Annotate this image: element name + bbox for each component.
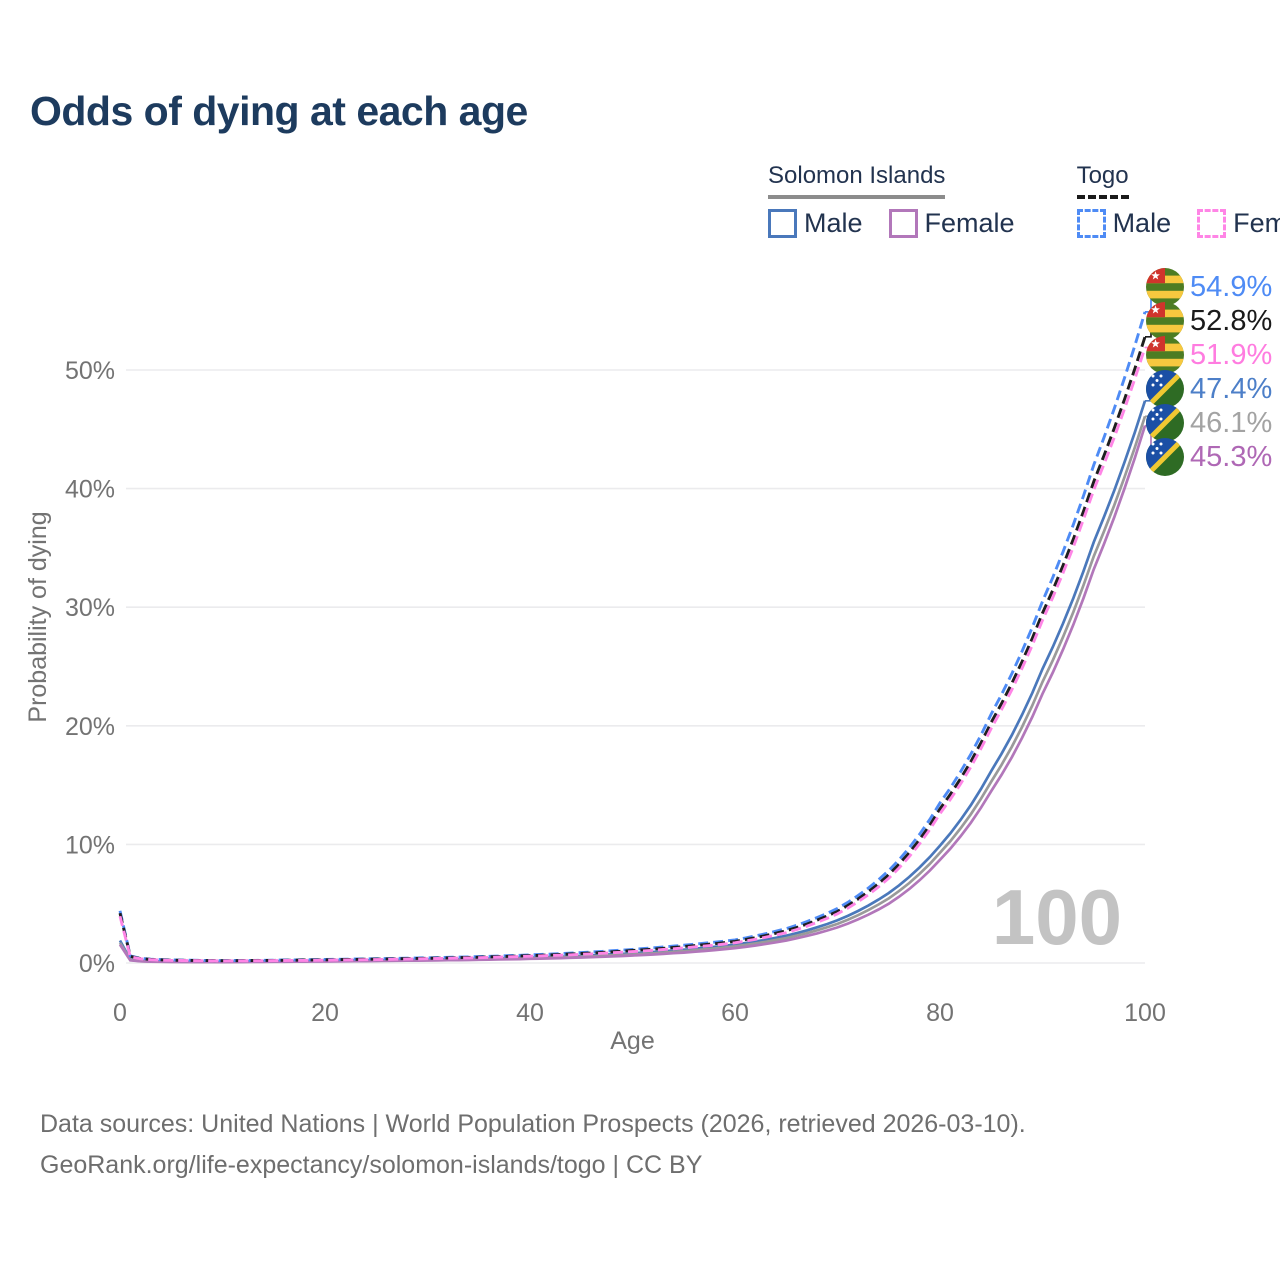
- y-tick-label: 30%: [65, 594, 115, 622]
- legend-item-togo-female[interactable]: Female: [1197, 208, 1280, 239]
- y-tick-label: 20%: [65, 713, 115, 741]
- end-label-si_male: 47.4%: [1146, 370, 1272, 408]
- y-tick-label: 0%: [79, 950, 115, 978]
- x-tick-label: 20: [311, 999, 339, 1027]
- legend-item-togo-male[interactable]: Male: [1076, 208, 1172, 239]
- data-source-footer: Data sources: United Nations | World Pop…: [40, 1104, 1026, 1186]
- page-title: Odds of dying at each age: [30, 88, 528, 134]
- legend-group-togo: Togo Male Female: [1076, 162, 1280, 239]
- legend-item-label: Male: [1112, 208, 1172, 238]
- solomon-islands-flag-icon: [1146, 404, 1184, 442]
- series-line-togo_male: [118, 311, 1147, 963]
- age-watermark: 100: [992, 873, 1122, 961]
- footer-attribution-line: GeoRank.org/life-expectancy/solomon-isla…: [40, 1151, 703, 1179]
- legend-group-title-togo: Togo: [1076, 162, 1129, 199]
- dashed-line-swatch-icon: [1076, 209, 1106, 238]
- legend-item-label: Female: [924, 208, 1015, 238]
- x-tick-label: 80: [926, 999, 954, 1027]
- series-line-togo_female: [118, 347, 1147, 963]
- x-tick-label: 40: [516, 999, 544, 1027]
- y-tick-label: 10%: [65, 831, 115, 859]
- end-label-value: 54.9%: [1190, 270, 1273, 303]
- end-label-value: 47.4%: [1190, 372, 1273, 405]
- togo-flag-icon: [1146, 336, 1184, 374]
- y-tick-label: 50%: [65, 357, 115, 385]
- solomon-islands-flag-icon: [1146, 370, 1184, 408]
- x-axis-title: Age: [610, 1027, 654, 1055]
- dashed-line-swatch-icon: [1197, 209, 1227, 238]
- legend-group-solomon-islands: Solomon Islands Male Female: [768, 162, 1015, 239]
- x-tick-label: 100: [1124, 999, 1166, 1027]
- solid-line-swatch-icon: [768, 209, 797, 238]
- end-label-value: 52.8%: [1190, 304, 1273, 337]
- y-axis-title: Probability of dying: [24, 511, 52, 722]
- legend-item-solomon-islands-male[interactable]: Male: [768, 208, 863, 239]
- end-label-value: 46.1%: [1190, 406, 1273, 439]
- togo-flag-icon: [1146, 302, 1184, 340]
- legend-group-title-solomon-islands: Solomon Islands: [768, 162, 946, 199]
- end-label-togo_male: 54.9%: [1146, 268, 1272, 306]
- legend-item-label: Female: [1233, 208, 1280, 238]
- togo-flag-icon: [1146, 268, 1184, 306]
- end-label-value: 45.3%: [1190, 440, 1273, 473]
- solid-line-swatch-icon: [888, 209, 918, 238]
- y-tick-label: 40%: [65, 476, 115, 504]
- end-label-togo_all: 52.8%: [1146, 302, 1272, 340]
- legend: Solomon Islands Male Female Togo Male Fe…: [768, 162, 1280, 239]
- legend-item-label: Male: [804, 208, 863, 238]
- x-tick-label: 0: [113, 999, 127, 1027]
- end-label-si_female: 45.3%: [1146, 438, 1272, 476]
- solomon-islands-flag-icon: [1146, 438, 1184, 476]
- legend-item-solomon-islands-female[interactable]: Female: [888, 208, 1015, 239]
- x-tick-label: 60: [721, 999, 749, 1027]
- end-label-si_all: 46.1%: [1146, 404, 1272, 442]
- series-line-togo_all: [118, 336, 1147, 963]
- footer-sources-line: Data sources: United Nations | World Pop…: [40, 1110, 1026, 1138]
- end-label-value: 51.9%: [1190, 338, 1273, 371]
- end-label-togo_female: 51.9%: [1146, 336, 1272, 374]
